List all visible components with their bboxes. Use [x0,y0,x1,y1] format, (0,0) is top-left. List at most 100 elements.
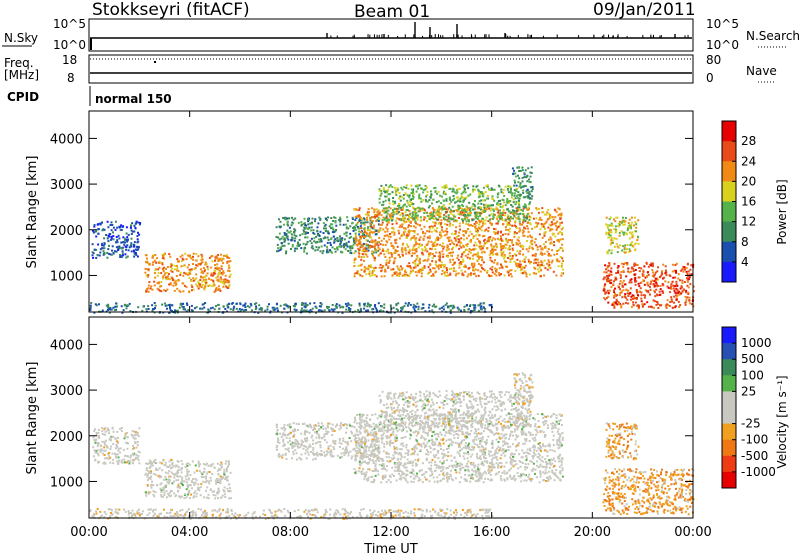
echo-cell [156,274,159,277]
echo-cell [528,273,531,276]
echo-cell [656,278,659,281]
echo-cell [170,458,173,461]
echo-cell [631,234,634,237]
echo-cell [416,223,419,226]
echo-cell [535,207,538,210]
echo-cell [374,216,377,219]
echo-cell [291,239,294,241]
echo-cell [633,264,636,267]
echo-cell [415,258,418,261]
echo-cell [529,262,531,265]
echo-cell [494,253,497,256]
echo-cell [316,234,319,237]
echo-cell [211,490,214,493]
echo-cell [614,276,617,279]
echo-cell [662,291,665,294]
echo-cell [622,289,625,292]
echo-cell [152,490,155,493]
echo-cell [528,202,531,205]
echo-cell [375,208,378,211]
echo-cell [169,309,172,312]
echo-cell [162,268,165,271]
echo-cell [177,278,180,281]
echo-cell [211,274,214,277]
echo-cell [656,270,659,273]
echo-cell [439,215,442,218]
echo-cell [382,200,385,203]
echo-cell [481,217,484,220]
echo-cell [297,242,299,245]
echo-cell [659,285,662,287]
echo-cell [392,209,394,211]
echo-cell [320,303,323,306]
echo-cell [516,207,519,210]
echo-cell [417,206,420,209]
echo-cell [441,186,444,189]
echo-cell [401,212,404,215]
echo-cell [543,259,546,262]
echo-cell [94,439,97,442]
echo-cell [543,231,546,234]
echo-cell [328,309,331,312]
echo-cell [489,236,492,239]
echo-cell [339,235,341,238]
echo-cell [319,250,322,253]
echo-cell [387,193,390,196]
echo-cell [518,230,521,233]
echo-cell [386,209,389,212]
echo-cell [467,213,469,216]
echo-cell [338,304,341,307]
echo-cell [418,193,421,196]
echo-cell [627,302,630,305]
echo-cell [229,260,232,262]
echo-cell [626,292,629,295]
echo-cell [111,224,114,226]
echo-cell [468,201,471,204]
echo-cell [361,218,363,220]
echo-cell [386,230,389,233]
echo-cell [309,309,312,311]
echo-cell [428,199,431,202]
echo-cell [460,255,463,258]
echo-cell [153,473,156,475]
echo-cell [131,452,134,455]
echo-cell [174,472,177,475]
echo-cell [190,493,193,496]
echo-cell [517,197,520,200]
echo-cell [427,266,430,269]
echo-cell [463,187,466,190]
echo-cell [557,232,560,235]
echo-cell [540,260,543,263]
echo-cell [675,280,678,283]
echo-cell [622,269,625,272]
echo-cell [116,430,119,433]
echo-cell [186,464,189,467]
echo-cell [651,263,654,266]
echo-cell [201,473,204,475]
echo-cell [163,302,166,305]
echo-cell [120,429,123,432]
echo-cell [526,213,529,216]
echo-cell [481,251,484,254]
echo-cell [343,243,346,246]
echo-cell [521,223,524,226]
echo-cell [217,490,220,493]
echo-cell [558,240,561,243]
echo-cell [526,195,529,198]
echo-cell [420,272,423,275]
echo-cell [166,276,169,279]
echo-cell [213,490,215,493]
echo-cell [379,227,382,230]
echo-cell [674,285,677,288]
echo-cell [502,233,504,236]
echo-cell [472,188,475,191]
echo-cell [492,213,495,216]
echo-cell [375,309,378,312]
echo-cell [445,274,448,277]
echo-cell [146,479,149,482]
echo-cell [213,308,216,311]
echo-cell [376,242,379,245]
echo-cell [285,250,288,253]
echo-cell [430,193,433,196]
